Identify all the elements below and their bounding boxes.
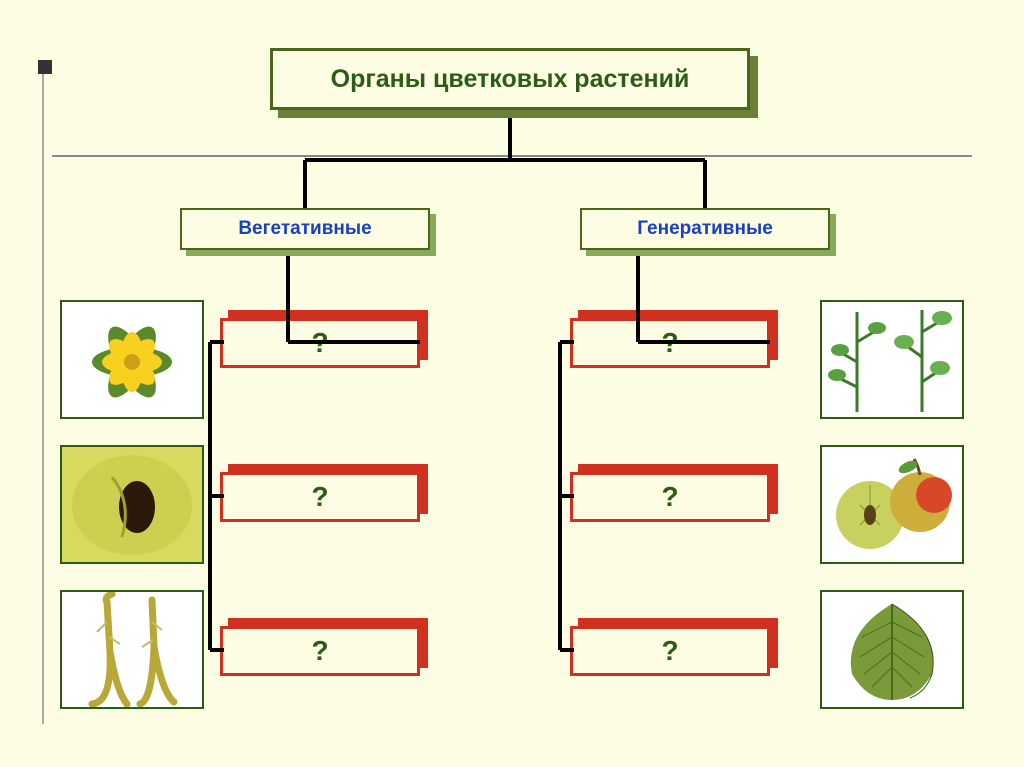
image-leaf bbox=[820, 590, 964, 709]
image-stems bbox=[820, 300, 964, 419]
decor-hline bbox=[52, 155, 972, 157]
qbox-label: ? bbox=[220, 626, 420, 676]
image-apple bbox=[820, 445, 964, 564]
title-label: Органы цветковых растений bbox=[270, 48, 750, 110]
slide-decor-square bbox=[38, 60, 52, 74]
question-box: ? bbox=[220, 318, 420, 368]
category-label: Вегетативные bbox=[180, 208, 430, 250]
question-box: ? bbox=[220, 472, 420, 522]
category-label: Генеративные bbox=[580, 208, 830, 250]
image-seed bbox=[60, 445, 204, 564]
qbox-label: ? bbox=[570, 626, 770, 676]
image-flower bbox=[60, 300, 204, 419]
qbox-label: ? bbox=[570, 318, 770, 368]
question-box: ? bbox=[570, 472, 770, 522]
image-roots bbox=[60, 590, 204, 709]
title-box: Органы цветковых растений bbox=[270, 48, 750, 110]
category-vegetative: Вегетативные bbox=[180, 208, 430, 250]
category-generative: Генеративные bbox=[580, 208, 830, 250]
question-box: ? bbox=[570, 318, 770, 368]
qbox-label: ? bbox=[220, 472, 420, 522]
question-box: ? bbox=[220, 626, 420, 676]
question-box: ? bbox=[570, 626, 770, 676]
qbox-label: ? bbox=[570, 472, 770, 522]
qbox-label: ? bbox=[220, 318, 420, 368]
